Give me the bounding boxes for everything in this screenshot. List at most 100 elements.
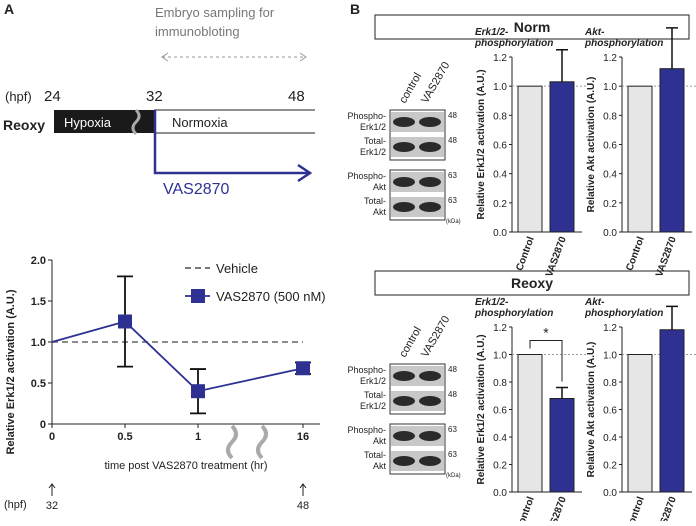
y-tick-label: 1.2 — [493, 53, 507, 64]
kda-label: 48 — [448, 111, 457, 120]
chart-title: Akt- — [584, 297, 605, 308]
hpf-mark: 32 — [46, 500, 58, 512]
x-tick-label: 0 — [49, 431, 55, 443]
y-tick-label: 0.0 — [493, 228, 507, 239]
significance-label: * — [543, 325, 549, 341]
legend-label: VAS2870 (500 nM) — [216, 289, 326, 304]
blot-frame — [389, 109, 446, 161]
series-line — [51, 320, 304, 393]
y-tick-label: 0.4 — [603, 433, 617, 444]
blot-strip — [391, 366, 444, 386]
arrow-heads — [161, 52, 307, 62]
error-bar — [556, 48, 568, 82]
y-tick-label: 0.2 — [493, 461, 507, 472]
hypoxia-bar — [54, 110, 154, 133]
hpf-mark: 48 — [297, 500, 309, 512]
kda-label: 63 — [448, 171, 457, 180]
axis-break — [256, 424, 268, 460]
kda-label: 48 — [448, 136, 457, 145]
lane-label: VAS2870 — [419, 314, 452, 360]
blot-band — [419, 431, 441, 441]
blot-row-label: Erk1/2 — [360, 147, 386, 157]
x-tick-label: Control — [514, 235, 537, 272]
error-bar — [556, 386, 568, 399]
blot-row-label: Akt — [373, 207, 387, 217]
y-tick-label: 0.0 — [603, 228, 617, 239]
blot-row-label: Phospho- — [347, 171, 386, 181]
blot-band — [419, 371, 441, 381]
y-axis-label: Relative Erk1/2 activation (A.U.) — [476, 334, 487, 484]
y-tick-label: 0.0 — [603, 488, 617, 499]
bar — [659, 329, 685, 493]
sampling-label: Embryo sampling for — [155, 5, 275, 20]
hpf-tick: 24 — [44, 88, 61, 105]
blot-row-label: Akt — [373, 182, 387, 192]
x-tick-label: 1 — [195, 431, 201, 443]
blot-band — [393, 371, 415, 381]
x-tick-label: VAS2870 — [654, 495, 679, 521]
blot-band — [419, 117, 441, 127]
error-bar — [666, 27, 678, 69]
bar — [659, 68, 685, 233]
condition-title: Norm — [514, 19, 551, 35]
y-tick-label: 1.5 — [31, 296, 46, 308]
y-tick-label: 1.0 — [603, 82, 617, 93]
y-tick-label: 0.8 — [493, 111, 507, 122]
blot-strip — [391, 172, 444, 192]
y-tick-label: 1.2 — [603, 323, 617, 334]
bar — [549, 398, 575, 493]
blot-band — [393, 431, 415, 441]
significance-bracket — [529, 340, 563, 382]
condition-label: Reoxy — [3, 117, 45, 133]
axis-break — [226, 424, 238, 460]
chart-title: Erk1/2- — [475, 27, 509, 38]
chart-title: phosphorylation — [474, 308, 553, 319]
bar — [627, 354, 653, 493]
x-tick-label: 0.5 — [117, 431, 132, 443]
chart-title: phosphorylation — [474, 38, 553, 49]
panel-label: A — [4, 1, 14, 17]
blot-band — [419, 177, 441, 187]
x-tick-label: Control — [624, 235, 647, 272]
y-tick-label: 0.6 — [493, 406, 507, 417]
error-bar — [666, 305, 678, 330]
x-tick-label: Control — [514, 495, 537, 521]
y-axis-label: Relative Akt activation (A.U.) — [586, 77, 597, 213]
treatment-arrow-head — [297, 163, 313, 183]
blot-row-label: Erk1/2 — [360, 122, 386, 132]
blot-strip — [391, 137, 444, 157]
y-axis-label: Relative Akt activation (A.U.) — [586, 342, 597, 478]
treatment-label: VAS2870 — [163, 181, 230, 198]
y-tick-label: 0.2 — [603, 461, 617, 472]
y-tick-label: 0.6 — [603, 406, 617, 417]
blot-row-label: Total- — [364, 196, 386, 206]
y-tick-label: 0.8 — [603, 111, 617, 122]
blot-row-label: Total- — [364, 450, 386, 460]
kda-label: 63 — [448, 450, 457, 459]
blot-band — [393, 117, 415, 127]
blot-strip — [391, 391, 444, 411]
blot-band — [419, 142, 441, 152]
blot-band — [393, 142, 415, 152]
blot-row-label: Phospho- — [347, 425, 386, 435]
blot-strip — [391, 112, 444, 132]
bar — [549, 81, 575, 233]
y-tick-label: 1.0 — [31, 337, 46, 349]
blot-band — [419, 396, 441, 406]
y-tick-label: 1.2 — [603, 53, 617, 64]
hpf-arrow — [48, 483, 56, 496]
blot-band — [419, 456, 441, 466]
y-tick-label: 0.2 — [603, 199, 617, 210]
phase-label: Normoxia — [172, 115, 228, 130]
kda-label: 63 — [448, 425, 457, 434]
y-tick-label: 2.0 — [31, 255, 46, 267]
y-tick-label: 1.0 — [493, 82, 507, 93]
bar — [517, 354, 543, 493]
y-tick-label: 0.8 — [493, 378, 507, 389]
y-tick-label: 0 — [40, 419, 46, 431]
series-point — [296, 361, 310, 376]
panel-label: B — [350, 1, 360, 17]
kda-label: 48 — [448, 390, 457, 399]
y-tick-label: 0.4 — [493, 170, 507, 181]
